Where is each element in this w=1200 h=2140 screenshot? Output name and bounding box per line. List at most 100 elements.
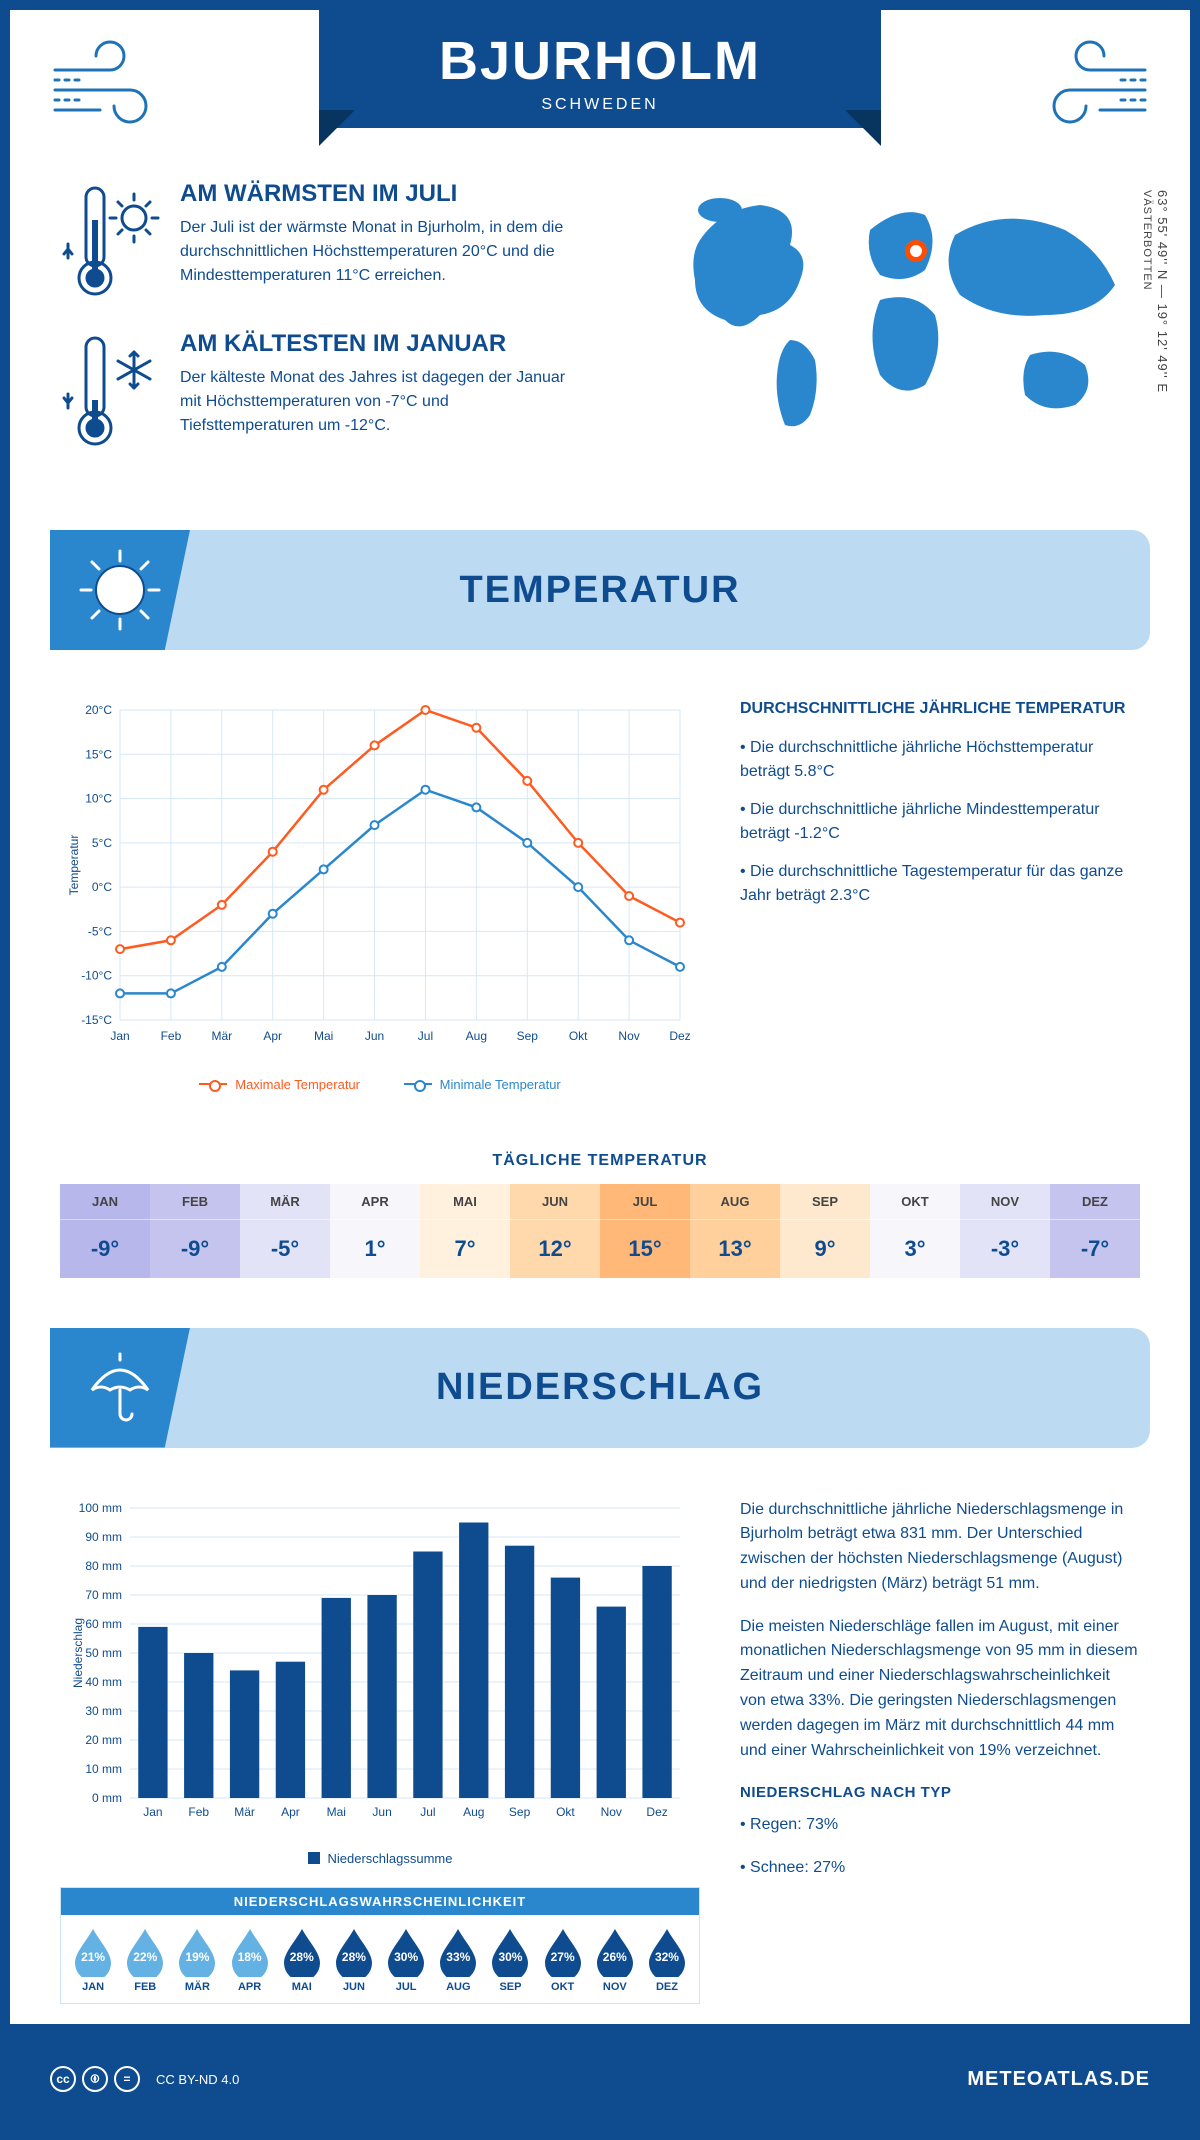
svg-text:Dez: Dez: [646, 1805, 667, 1819]
city-name: BJURHOLM: [439, 30, 761, 92]
svg-text:Temperatur: Temperatur: [67, 835, 81, 896]
svg-text:Feb: Feb: [188, 1805, 209, 1819]
probability-drop: 19% MÄR: [171, 1927, 223, 1993]
svg-text:10 mm: 10 mm: [85, 1762, 122, 1776]
probability-drops: 21% JAN 22% FEB 19% MÄR 18% APR: [61, 1915, 699, 2003]
daily-month: FEB: [150, 1184, 240, 1219]
svg-text:100 mm: 100 mm: [79, 1501, 122, 1515]
nd-icon: =: [114, 2066, 140, 2092]
daily-month: AUG: [690, 1184, 780, 1219]
probability-drop: 22% FEB: [119, 1927, 171, 1993]
svg-text:Jul: Jul: [418, 1029, 433, 1043]
probability-drop: 28% JUN: [328, 1927, 380, 1993]
svg-text:5°C: 5°C: [92, 836, 112, 850]
svg-text:Aug: Aug: [466, 1029, 487, 1043]
daily-value: 7°: [420, 1219, 510, 1278]
daily-value: 3°: [870, 1219, 960, 1278]
svg-text:Jan: Jan: [110, 1029, 129, 1043]
fact-warm-title: AM WÄRMSTEN IM JULI: [180, 180, 580, 208]
precip-p1: Die durchschnittliche jährliche Niedersc…: [740, 1498, 1140, 1597]
precipitation-banner: NIEDERSCHLAG: [50, 1328, 1150, 1448]
precipitation-summary: Die durchschnittliche jährliche Niedersc…: [740, 1498, 1140, 2005]
daily-month: MÄR: [240, 1184, 330, 1219]
precipitation-body: 0 mm10 mm20 mm30 mm40 mm50 mm60 mm70 mm8…: [10, 1468, 1190, 2025]
svg-text:Jan: Jan: [143, 1805, 162, 1819]
svg-text:Mai: Mai: [327, 1805, 346, 1819]
svg-text:Apr: Apr: [281, 1805, 300, 1819]
location-marker: [905, 240, 927, 262]
daily-value: 13°: [690, 1219, 780, 1278]
header-row: BJURHOLM SCHWEDEN: [10, 10, 1190, 130]
footer: cc 🅯 = CC BY-ND 4.0 METEOATLAS.DE: [10, 2054, 1190, 2104]
license-block: cc 🅯 = CC BY-ND 4.0: [50, 2066, 239, 2092]
temperature-body: -15°C-10°C-5°C0°C5°C10°C15°C20°CJanFebMä…: [10, 670, 1190, 1122]
intro-section: AM WÄRMSTEN IM JULI Der Juli ist der wär…: [10, 130, 1190, 510]
svg-text:20°C: 20°C: [85, 703, 112, 717]
probability-drop: 30% SEP: [484, 1927, 536, 1993]
temp-bullet: • Die durchschnittliche jährliche Mindes…: [740, 798, 1140, 846]
svg-text:90 mm: 90 mm: [85, 1530, 122, 1544]
fact-cold-text: Der kälteste Monat des Jahres ist dagege…: [180, 366, 580, 438]
probability-box: NIEDERSCHLAGSWAHRSCHEINLICHKEIT 21% JAN …: [60, 1887, 700, 2004]
precip-type-heading: NIEDERSCHLAG NACH TYP: [740, 1781, 1140, 1804]
svg-text:0°C: 0°C: [92, 880, 112, 894]
daily-temp-values: -9°-9°-5°1°7°12°15°13°9°3°-3°-7°: [60, 1219, 1140, 1278]
svg-text:Sep: Sep: [517, 1029, 539, 1043]
svg-text:50 mm: 50 mm: [85, 1646, 122, 1660]
daily-month: APR: [330, 1184, 420, 1219]
daily-month: NOV: [960, 1184, 1050, 1219]
svg-text:Dez: Dez: [669, 1029, 690, 1043]
svg-text:Niederschlag: Niederschlag: [71, 1617, 85, 1687]
precip-type-bullet: • Schnee: 27%: [740, 1856, 1140, 1881]
daily-value: 1°: [330, 1219, 420, 1278]
page-container: BJURHOLM SCHWEDEN: [10, 10, 1190, 2024]
line-chart: -15°C-10°C-5°C0°C5°C10°C15°C20°CJanFebMä…: [60, 700, 700, 1092]
probability-drop: 28% MAI: [276, 1927, 328, 1993]
probability-title: NIEDERSCHLAGSWAHRSCHEINLICHKEIT: [61, 1888, 699, 1915]
intro-facts: AM WÄRMSTEN IM JULI Der Juli ist der wär…: [60, 180, 630, 480]
wind-icon-right: [1030, 40, 1150, 130]
svg-text:-10°C: -10°C: [81, 969, 112, 983]
svg-text:Sep: Sep: [509, 1805, 531, 1819]
svg-text:10°C: 10°C: [85, 792, 112, 806]
probability-drop: 33% AUG: [432, 1927, 484, 1993]
svg-text:Aug: Aug: [463, 1805, 484, 1819]
daily-month: SEP: [780, 1184, 870, 1219]
fact-coldest: AM KÄLTESTEN IM JANUAR Der kälteste Mona…: [60, 330, 630, 450]
world-map: 63° 55' 49'' N — 19° 12' 49'' EVÄSTERBOT…: [660, 180, 1140, 480]
probability-drop: 18% APR: [224, 1927, 276, 1993]
by-icon: 🅯: [82, 2066, 108, 2092]
temp-bullet: • Die durchschnittliche jährliche Höchst…: [740, 736, 1140, 784]
temperature-banner: TEMPERATUR: [50, 530, 1150, 650]
daily-month: JUL: [600, 1184, 690, 1219]
svg-text:0 mm: 0 mm: [92, 1791, 122, 1805]
wind-icon-left: [50, 40, 170, 130]
daily-value: -3°: [960, 1219, 1050, 1278]
svg-text:Nov: Nov: [601, 1805, 622, 1819]
svg-text:15°C: 15°C: [85, 747, 112, 761]
svg-text:Okt: Okt: [556, 1805, 575, 1819]
svg-text:60 mm: 60 mm: [85, 1617, 122, 1631]
temperature-summary: DURCHSCHNITTLICHE JÄHRLICHE TEMPERATUR •…: [740, 700, 1140, 1092]
precipitation-title: NIEDERSCHLAG: [190, 1366, 1150, 1409]
daily-value: -9°: [60, 1219, 150, 1278]
svg-text:Jun: Jun: [365, 1029, 384, 1043]
fact-warmest: AM WÄRMSTEN IM JULI Der Juli ist der wär…: [60, 180, 630, 300]
daily-temp-title: TÄGLICHE TEMPERATUR: [10, 1152, 1190, 1170]
fact-warm-text: Der Juli ist der wärmste Monat in Bjurho…: [180, 216, 580, 288]
svg-text:Apr: Apr: [263, 1029, 282, 1043]
svg-text:70 mm: 70 mm: [85, 1588, 122, 1602]
probability-drop: 26% NOV: [589, 1927, 641, 1993]
temp-bullet: • Die durchschnittliche Tagestemperatur …: [740, 860, 1140, 908]
site-name: METEOATLAS.DE: [967, 2068, 1150, 2091]
daily-month: JUN: [510, 1184, 600, 1219]
svg-text:Nov: Nov: [618, 1029, 639, 1043]
svg-text:80 mm: 80 mm: [85, 1559, 122, 1573]
svg-text:Mai: Mai: [314, 1029, 333, 1043]
daily-value: 15°: [600, 1219, 690, 1278]
precip-p2: Die meisten Niederschläge fallen im Augu…: [740, 1615, 1140, 1764]
license-text: CC BY-ND 4.0: [156, 2072, 239, 2087]
daily-value: -5°: [240, 1219, 330, 1278]
bar-chart: 0 mm10 mm20 mm30 mm40 mm50 mm60 mm70 mm8…: [60, 1498, 700, 2005]
probability-drop: 30% JUL: [380, 1927, 432, 1993]
